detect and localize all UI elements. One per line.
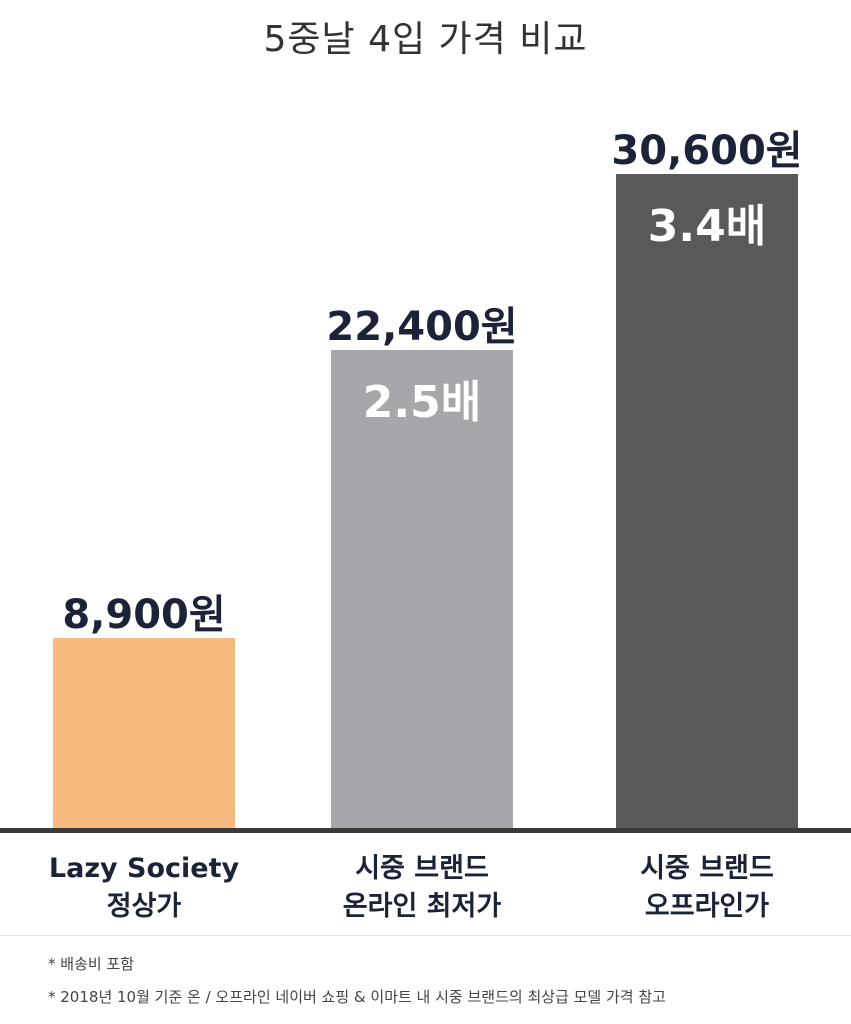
ratio-label-3: 3.4배 — [647, 201, 767, 252]
category-label-3-line-2: 오프라인가 — [644, 891, 770, 922]
value-label-1: 8,900원 — [62, 592, 226, 638]
ratio-label-2: 2.5배 — [362, 377, 482, 428]
bar-2 — [331, 350, 513, 829]
bar-3 — [616, 174, 798, 829]
category-label-1: Lazy Society 정상가 — [0, 850, 294, 926]
chart-title: 5중날 4입 가격 비교 — [263, 19, 588, 60]
value-label-3: 30,600원 — [611, 128, 803, 174]
bar-1 — [53, 638, 235, 829]
footnote-source: * 2018년 10월 기준 온 / 오프라인 네이버 쇼핑 & 이마트 내 시… — [48, 988, 666, 1006]
footnote-shipping: * 배송비 포함 — [48, 955, 135, 973]
category-label-3-line-1: 시중 브랜드 — [640, 853, 774, 884]
category-label-2-line-1: 시중 브랜드 — [355, 853, 489, 884]
value-label-2: 22,400원 — [326, 304, 518, 350]
category-label-1-line-1: Lazy Society — [48, 853, 240, 884]
x-axis-baseline — [0, 828, 851, 833]
category-label-1-line-2: 정상가 — [106, 891, 182, 922]
footer-separator — [0, 935, 851, 936]
category-label-2-line-2: 온라인 최저가 — [342, 891, 502, 922]
